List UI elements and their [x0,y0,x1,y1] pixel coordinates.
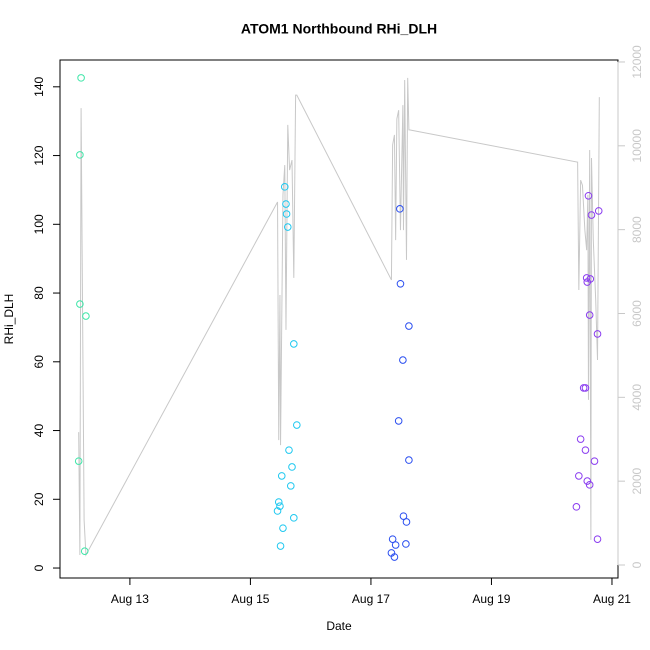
x-axis-label: Date [326,619,352,633]
data-point [405,322,413,330]
data-point [581,446,590,454]
data-point [290,514,298,522]
data-point [581,384,590,392]
data-point [273,507,282,515]
data-point [76,151,84,159]
data-point [276,542,285,550]
data-point [388,535,397,543]
data-point [584,191,593,200]
data-point [288,463,296,471]
data-point [576,435,585,443]
data-point [402,518,411,526]
data-point [399,356,407,364]
y-tick-label: 140 [32,76,46,96]
y-tick-label: 120 [32,145,46,165]
y2-tick-label: 2000 [630,467,644,494]
data-point [593,330,602,338]
data-point [77,74,85,82]
data-point [293,421,301,429]
data-point [587,211,596,219]
y2-tick-label: 0 [630,561,644,568]
data-point [583,477,592,485]
data-point [575,472,583,480]
data-point [399,512,408,520]
y-axis-label: RHi_DLH [2,294,16,345]
y-tick-label: 80 [32,286,46,300]
data-point [396,205,404,213]
y2-tick-label: 4000 [630,384,644,411]
data-point [583,278,592,286]
chart-title: ATOM1 Northbound RHi_DLH [241,21,437,37]
x-tick-label: Aug 21 [593,592,631,606]
data-point [285,446,293,454]
data-point [74,457,83,465]
data-point [394,417,403,425]
data-point [390,553,399,561]
data-point [402,540,410,548]
data-point [290,340,298,348]
y-tick-label: 40 [32,424,46,438]
data-point [279,524,287,532]
plot-box [59,59,619,579]
y-tick-label: 20 [32,492,46,506]
data-point [76,300,84,308]
data-point [594,207,603,215]
x-tick-label: Aug 19 [472,592,510,606]
data-point [391,541,400,549]
altitude-line [78,77,600,557]
data-point [277,472,286,480]
data-point [276,502,284,510]
y-tick-label: 0 [32,564,46,571]
data-point [593,535,602,543]
data-point [572,503,581,511]
x-tick-label: Aug 15 [231,592,269,606]
y2-tick-label: 6000 [630,300,644,327]
data-point [585,311,594,319]
data-point [405,456,413,464]
y-tick-label: 100 [32,214,46,234]
y2-tick-label: 8000 [630,216,644,243]
data-point [286,482,295,490]
y2-tick-label: 12000 [630,45,644,79]
data-point [585,481,594,489]
data-point [274,498,283,506]
x-tick-label: Aug 13 [111,592,149,606]
data-point [282,200,290,208]
data-point [82,312,90,320]
data-point [396,279,405,288]
x-tick-label: Aug 17 [352,592,390,606]
y-tick-label: 60 [32,355,46,369]
data-point [283,223,292,231]
data-point [590,457,599,465]
data-point [280,183,289,191]
data-point [582,274,591,282]
y2-tick-label: 10000 [630,129,644,163]
data-point [80,547,89,555]
data-point [282,210,291,218]
